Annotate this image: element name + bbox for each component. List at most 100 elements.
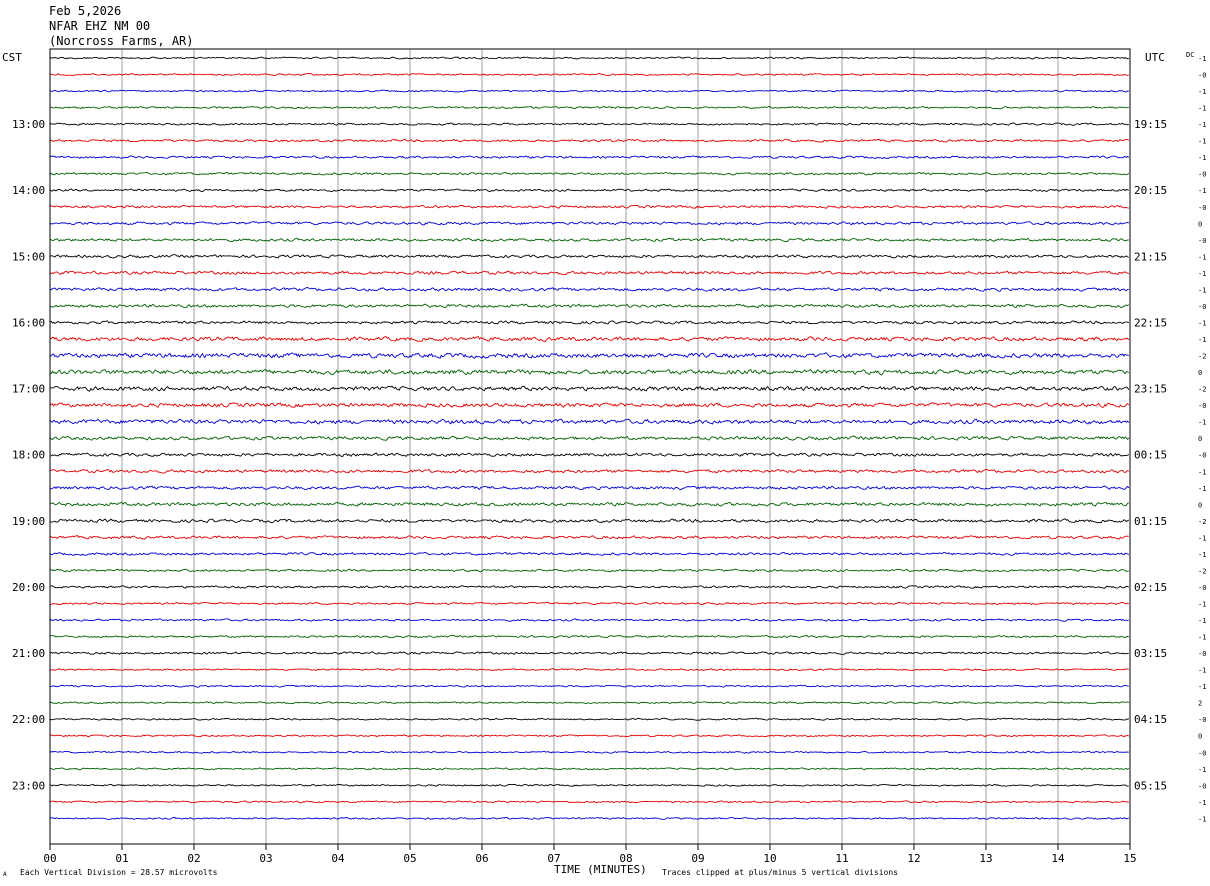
station-code: NFAR EHZ NM 00 bbox=[49, 19, 151, 33]
x-axis-title: TIME (MINUTES) bbox=[554, 863, 647, 876]
x-tick-label-00: 00 bbox=[43, 852, 56, 865]
trace-row-4 bbox=[49, 122, 1130, 126]
dc-offset-22: -1 bbox=[1198, 419, 1206, 427]
left-hour-label-5: 18:00 bbox=[12, 449, 45, 462]
x-tick-label-06: 06 bbox=[475, 852, 488, 865]
left-hour-label-2: 15:00 bbox=[12, 250, 45, 263]
trace-row-28 bbox=[49, 518, 1129, 524]
x-tick-label-01: 01 bbox=[115, 852, 128, 865]
dc-offset-28: -2 bbox=[1198, 518, 1206, 526]
dc-label: DC bbox=[1186, 51, 1194, 59]
left-hour-label-10: 23:00 bbox=[12, 779, 45, 792]
dc-offset-4: -1 bbox=[1198, 121, 1206, 129]
dc-offset-33: -1 bbox=[1198, 600, 1206, 608]
right-hour-label-0: 19:15 bbox=[1134, 118, 1167, 131]
left-hour-label-4: 17:00 bbox=[12, 383, 45, 396]
trace-row-3 bbox=[49, 105, 1129, 110]
trace-row-40 bbox=[49, 717, 1130, 721]
dc-offset-11: -0 bbox=[1198, 237, 1206, 245]
dc-offset-3: -1 bbox=[1198, 105, 1206, 113]
dc-offset-30: -1 bbox=[1198, 551, 1206, 559]
dc-offset-2: -1 bbox=[1198, 88, 1206, 96]
right-hour-label-10: 05:15 bbox=[1134, 779, 1167, 792]
dc-offset-14: -1 bbox=[1198, 286, 1206, 294]
trace-row-13 bbox=[49, 270, 1130, 276]
right-hour-label-3: 22:15 bbox=[1134, 316, 1167, 329]
trace-row-27 bbox=[49, 501, 1129, 507]
dc-offset-35: -1 bbox=[1198, 634, 1206, 642]
dc-offset-39: 2 bbox=[1198, 700, 1202, 708]
trace-row-39 bbox=[49, 701, 1130, 705]
dc-offset-19: 0 bbox=[1198, 369, 1202, 377]
scale-note: Each Vertical Division = 28.57 microvolt… bbox=[20, 868, 218, 877]
trace-row-6 bbox=[49, 155, 1130, 160]
x-tick-label-02: 02 bbox=[187, 852, 200, 865]
trace-row-9 bbox=[49, 204, 1129, 209]
dc-offset-6: -1 bbox=[1198, 154, 1206, 162]
trace-row-44 bbox=[49, 783, 1129, 787]
dc-offset-1: -0 bbox=[1198, 72, 1206, 80]
trace-row-20 bbox=[49, 385, 1130, 392]
trace-row-19 bbox=[49, 368, 1129, 376]
trace-row-29 bbox=[49, 535, 1129, 540]
left-hour-label-6: 19:00 bbox=[12, 515, 45, 528]
trace-row-43 bbox=[49, 767, 1130, 771]
left-hour-label-7: 20:00 bbox=[12, 581, 45, 594]
dc-offset-23: 0 bbox=[1198, 435, 1202, 443]
dc-offset-26: -1 bbox=[1198, 485, 1206, 493]
dc-offset-7: -0 bbox=[1198, 171, 1206, 179]
dc-offset-12: -1 bbox=[1198, 253, 1206, 261]
trace-row-35 bbox=[49, 634, 1130, 639]
trace-row-36 bbox=[49, 651, 1129, 655]
left-hour-label-8: 21:00 bbox=[12, 647, 45, 660]
dc-offset-21: -0 bbox=[1198, 402, 1206, 410]
trace-row-17 bbox=[49, 335, 1130, 342]
trace-row-26 bbox=[49, 485, 1130, 491]
x-tick-label-03: 03 bbox=[259, 852, 272, 865]
dc-offset-31: -2 bbox=[1198, 567, 1206, 575]
x-tick-label-09: 09 bbox=[691, 852, 704, 865]
dc-offset-40: -0 bbox=[1198, 716, 1206, 724]
dc-offset-44: -0 bbox=[1198, 782, 1206, 790]
dc-offset-27: 0 bbox=[1198, 501, 1202, 509]
dc-offset-10: 0 bbox=[1198, 220, 1202, 228]
left-timezone-label: CST bbox=[2, 51, 22, 64]
trace-row-23 bbox=[49, 435, 1130, 441]
dc-offset-5: -1 bbox=[1198, 138, 1206, 146]
left-hour-label-1: 14:00 bbox=[12, 184, 45, 197]
right-hour-label-2: 21:15 bbox=[1134, 250, 1167, 263]
trace-row-21 bbox=[49, 402, 1130, 408]
trace-row-16 bbox=[49, 320, 1129, 325]
dc-offset-36: -0 bbox=[1198, 650, 1206, 658]
x-tick-label-14: 14 bbox=[1051, 852, 1065, 865]
dc-offset-38: -1 bbox=[1198, 683, 1206, 691]
x-tick-label-10: 10 bbox=[763, 852, 776, 865]
dc-offset-29: -1 bbox=[1198, 534, 1206, 542]
clip-note: Traces clipped at plus/minus 5 vertical … bbox=[662, 868, 899, 877]
trace-row-33 bbox=[49, 601, 1130, 606]
trace-row-11 bbox=[49, 237, 1129, 243]
left-hour-label-0: 13:00 bbox=[12, 118, 45, 131]
dc-offset-13: -1 bbox=[1198, 270, 1206, 278]
dc-offset-0: -1 bbox=[1198, 55, 1206, 63]
axis-labels: 00 01 02 03 04 05 06 07 08 09 10 11 12 13 14 15-1-0-1-1… bbox=[12, 55, 1206, 865]
plot-frame bbox=[49, 48, 1131, 845]
corner-mark: A bbox=[3, 871, 7, 878]
dc-offset-20: -2 bbox=[1198, 386, 1206, 394]
trace-row-2 bbox=[49, 89, 1129, 93]
trace-row-42 bbox=[49, 750, 1129, 754]
dc-offset-34: -1 bbox=[1198, 617, 1206, 625]
trace-row-34 bbox=[49, 618, 1129, 622]
right-hour-label-6: 01:15 bbox=[1134, 515, 1167, 528]
left-hour-label-3: 16:00 bbox=[12, 316, 45, 329]
right-hour-label-8: 03:15 bbox=[1134, 647, 1167, 660]
station-location: (Norcross Farms, AR) bbox=[49, 34, 194, 48]
trace-row-31 bbox=[49, 568, 1129, 573]
right-hour-label-5: 00:15 bbox=[1134, 449, 1167, 462]
trace-row-25 bbox=[49, 468, 1130, 474]
x-tick-label-07: 07 bbox=[547, 852, 560, 865]
trace-row-37 bbox=[49, 668, 1129, 672]
dc-offset-24: -0 bbox=[1198, 452, 1206, 460]
dc-offset-9: -0 bbox=[1198, 204, 1206, 212]
